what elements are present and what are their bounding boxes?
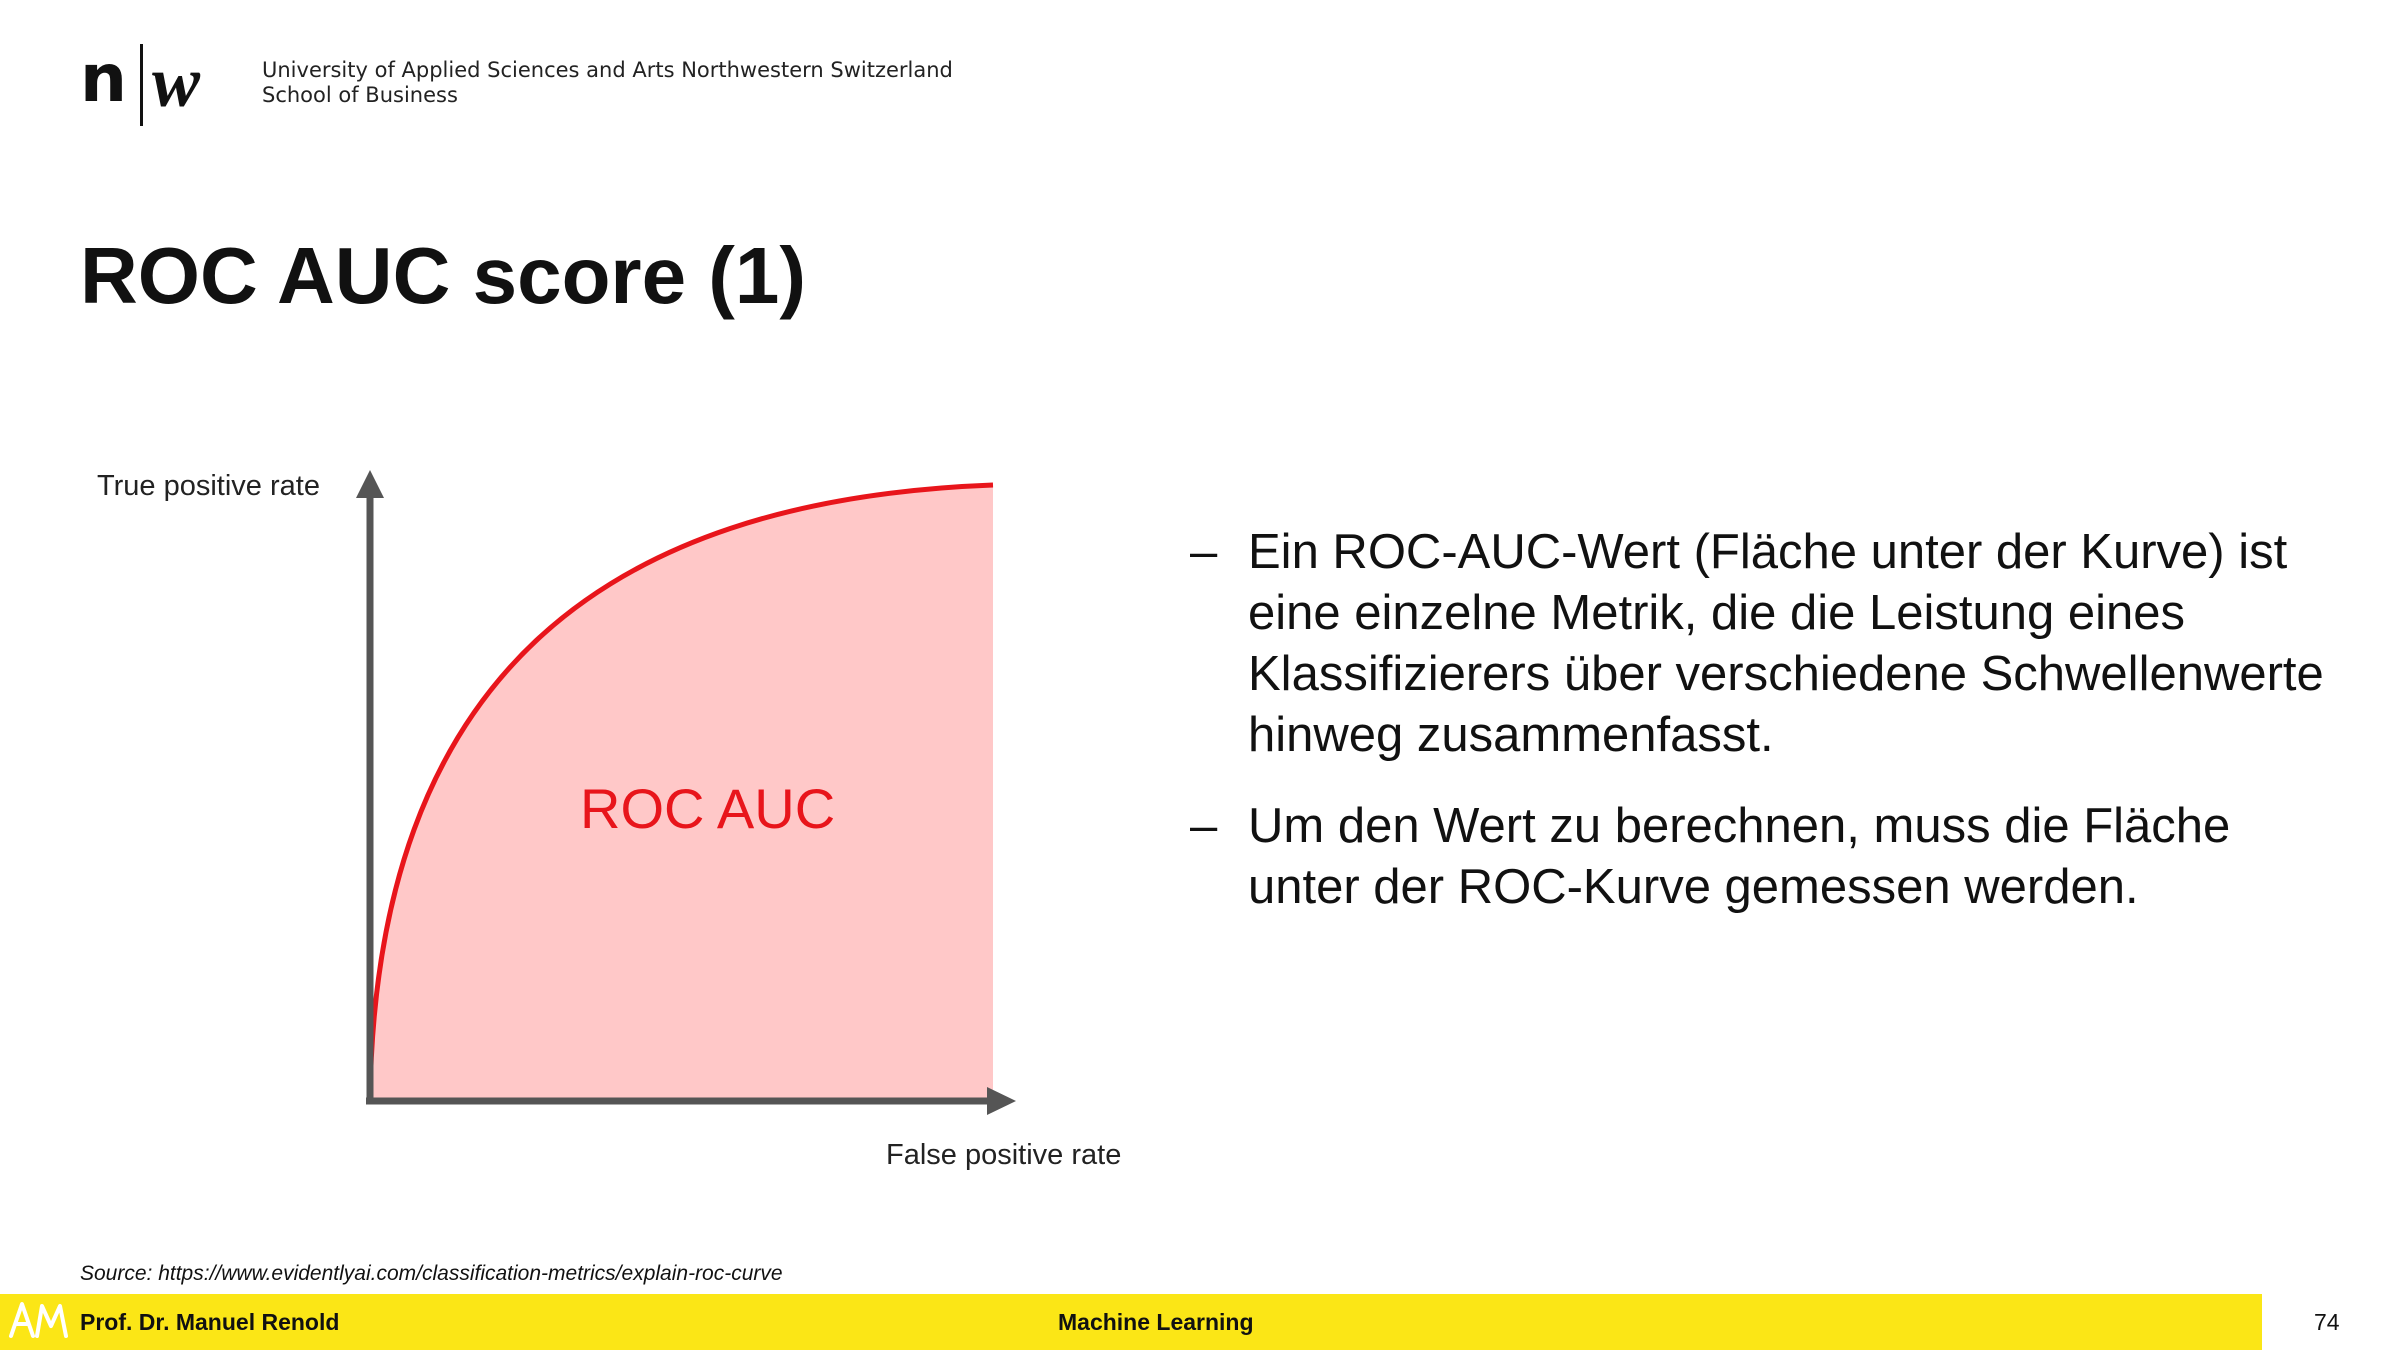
bullet-text: Ein ROC-AUC-Wert (Fläche unter der Kurve… xyxy=(1248,525,2324,762)
institution-line-1: University of Applied Sciences and Arts … xyxy=(262,58,953,82)
auc-area xyxy=(370,485,993,1101)
area-label: ROC AUC xyxy=(580,777,835,840)
bullet-dash: – xyxy=(1190,525,1218,579)
y-axis-label: True positive rate xyxy=(97,470,320,502)
fhnw-logo: n w xyxy=(80,40,230,130)
source-citation: Source: https://www.evidentlyai.com/clas… xyxy=(80,1262,783,1285)
x-axis-label: False positive rate xyxy=(886,1139,1121,1171)
x-axis-arrow xyxy=(987,1087,1016,1115)
am-logo-icon xyxy=(9,1302,68,1338)
slide-title: ROC AUC score (1) xyxy=(80,231,807,320)
footer-author: Prof. Dr. Manuel Renold xyxy=(80,1309,340,1335)
bullet-item: – Ein ROC-AUC-Wert (Fläche unter der Kur… xyxy=(1190,522,2340,766)
footer-bar: Prof. Dr. Manuel Renold Machine Learning xyxy=(0,1294,2262,1350)
bullet-item: – Um den Wert zu berechnen, muss die Flä… xyxy=(1190,796,2340,918)
logo-letter-w: w xyxy=(152,42,201,122)
bullet-list: – Ein ROC-AUC-Wert (Fläche unter der Kur… xyxy=(1190,522,2340,948)
bullet-text: Um den Wert zu berechnen, muss die Fläch… xyxy=(1248,799,2231,914)
logo-letter-n: n xyxy=(80,40,127,117)
institution-line-2: School of Business xyxy=(262,83,458,107)
y-axis-arrow xyxy=(356,470,384,498)
roc-curve xyxy=(367,482,994,1102)
page-number: 74 xyxy=(2314,1309,2340,1335)
logo-divider xyxy=(140,44,143,126)
institution-name: University of Applied Sciences and Arts … xyxy=(262,58,953,108)
footer-course-title: Machine Learning xyxy=(1058,1309,1254,1335)
bullet-dash: – xyxy=(1190,799,1218,853)
